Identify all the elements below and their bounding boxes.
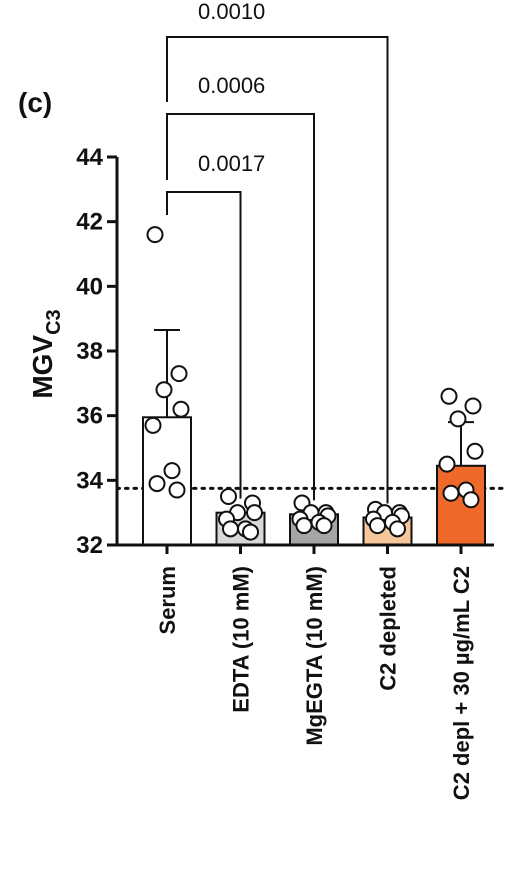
y-tick-label: 32 xyxy=(76,532,103,559)
y-tick-label: 38 xyxy=(76,338,103,365)
data-point xyxy=(148,475,166,493)
data-point xyxy=(246,504,263,522)
data-point xyxy=(466,442,484,460)
comparison-bracket xyxy=(166,113,315,501)
data-point xyxy=(155,381,173,399)
y-tick-label: 36 xyxy=(76,403,103,430)
y-tick-label: 42 xyxy=(76,209,103,236)
y-tick-label: 44 xyxy=(76,144,103,171)
data-point xyxy=(369,517,386,535)
category-label: Serum xyxy=(155,566,180,634)
data-point xyxy=(442,484,460,502)
data-point xyxy=(144,416,162,434)
data-point xyxy=(170,365,188,383)
y-axis-label-text: MGV xyxy=(27,335,58,399)
comparison-bracket xyxy=(166,191,242,499)
data-point xyxy=(168,481,186,499)
svg-text:MGVC3: MGVC3 xyxy=(27,309,65,398)
category-label: C2 depl + 30 µg/mL C2 xyxy=(449,566,474,800)
y-tick-label: 34 xyxy=(76,467,103,494)
data-point xyxy=(295,517,313,535)
y-axis: 32 34 36 38 40 42 44 xyxy=(76,144,494,559)
data-point xyxy=(440,387,458,405)
comparison-brackets: 0.0017 0.0006 0.0010 xyxy=(166,0,389,504)
y-tick-label: 40 xyxy=(76,273,103,300)
category-label: EDTA (10 mM) xyxy=(229,566,254,713)
y-axis-label-subscript: C3 xyxy=(43,309,65,335)
data-point xyxy=(389,520,406,538)
data-point xyxy=(146,226,164,244)
data-point xyxy=(220,488,237,505)
category-label: C2 depleted xyxy=(376,566,401,691)
p-value-label: 0.0017 xyxy=(198,151,265,176)
data-point xyxy=(242,523,259,541)
p-value-label: 0.0010 xyxy=(198,0,265,24)
data-point xyxy=(449,410,467,428)
category-label: MgEGTA (10 mM) xyxy=(302,566,327,746)
data-points xyxy=(144,226,484,541)
data-point xyxy=(462,491,480,509)
data-point xyxy=(464,397,482,415)
data-point xyxy=(222,520,239,538)
data-point xyxy=(438,455,456,473)
p-value-label: 0.0006 xyxy=(198,73,265,98)
data-point xyxy=(163,462,181,480)
y-axis-label: MGVC3 xyxy=(27,309,65,398)
data-point xyxy=(315,517,333,535)
data-point xyxy=(172,400,190,418)
panel-label: (c) xyxy=(18,87,52,118)
x-axis-labels: Serum EDTA (10 mM) MgEGTA (10 mM) C2 deplet… xyxy=(155,566,474,800)
comparison-bracket xyxy=(166,36,389,504)
bar-4 xyxy=(436,464,486,546)
